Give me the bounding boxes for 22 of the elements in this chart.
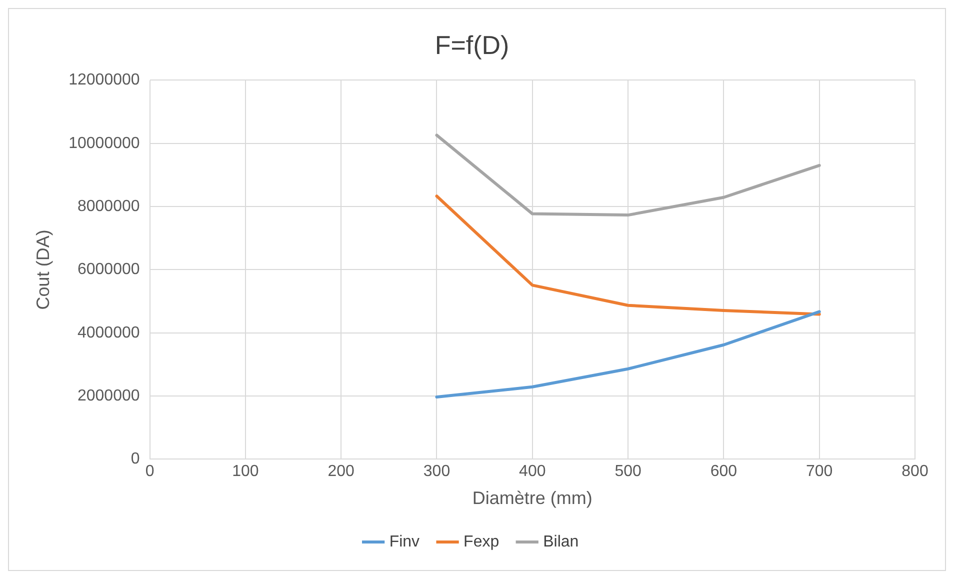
x-tick-label: 400 xyxy=(519,463,546,480)
y-axis-title: Cout (DA) xyxy=(32,230,53,310)
x-tick-label: 300 xyxy=(423,463,450,480)
x-tick-label: 600 xyxy=(710,463,738,480)
y-tick-label: 10000000 xyxy=(68,134,140,152)
x-tick-label: 800 xyxy=(902,463,928,480)
y-tick-label: 2000000 xyxy=(77,387,140,404)
y-tick-label: 12000000 xyxy=(68,72,140,89)
y-tick-label: 8000000 xyxy=(77,198,140,215)
y-tick-label: 6000000 xyxy=(77,261,140,278)
x-tick-label: 0 xyxy=(145,463,154,480)
x-axis-title: Diamètre (mm) xyxy=(472,488,592,508)
chart-title: F=f(D) xyxy=(434,30,510,60)
x-tick-label: 200 xyxy=(328,463,355,480)
x-tick-label: 100 xyxy=(232,463,259,480)
y-tick-label: 0 xyxy=(130,450,140,468)
x-tick-label: 700 xyxy=(806,463,833,480)
x-tick-label: 500 xyxy=(614,463,642,480)
legend-label: Finv xyxy=(389,533,420,550)
legend-label: Fexp xyxy=(464,533,500,550)
y-tick-label: 4000000 xyxy=(77,324,140,342)
legend-label: Bilan xyxy=(543,533,579,550)
